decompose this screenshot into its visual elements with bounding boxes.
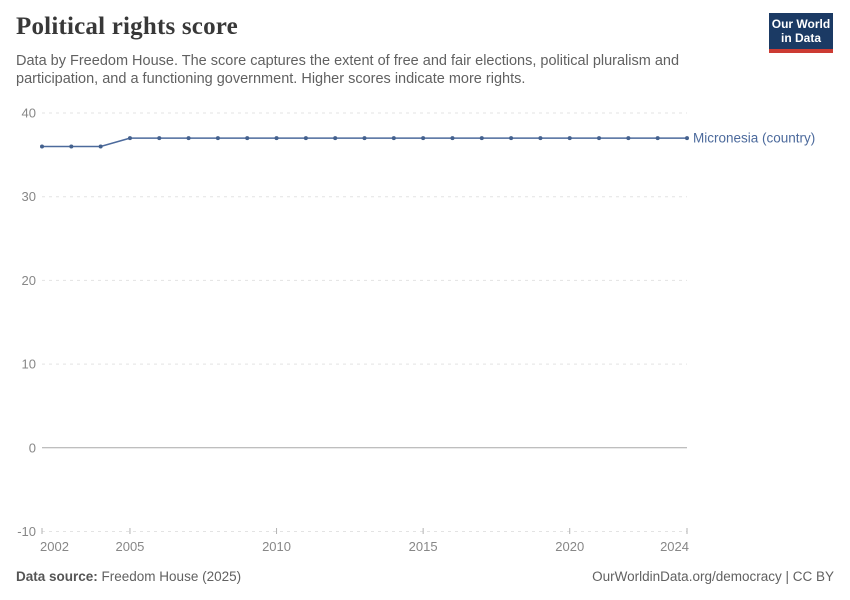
data-point-2022[interactable] bbox=[626, 136, 631, 141]
y-axis-label-40: 40 bbox=[22, 106, 36, 121]
data-point-2012[interactable] bbox=[333, 136, 338, 141]
chart-subtitle-line1: Data by Freedom House. The score capture… bbox=[16, 53, 680, 69]
data-point-2014[interactable] bbox=[391, 136, 396, 141]
owid-logo-line2: in Data bbox=[780, 31, 821, 45]
chart-subtitle: Data by Freedom House. The score capture… bbox=[16, 52, 716, 88]
data-point-2004[interactable] bbox=[98, 144, 103, 149]
data-source-value: Freedom House (2025) bbox=[97, 569, 242, 584]
data-point-2015[interactable] bbox=[421, 136, 426, 141]
y-axis-label-20: 20 bbox=[22, 273, 36, 288]
data-point-2003[interactable] bbox=[69, 144, 74, 149]
data-point-2002[interactable] bbox=[40, 144, 44, 149]
data-point-2020[interactable] bbox=[567, 136, 572, 141]
data-point-2006[interactable] bbox=[157, 136, 162, 141]
data-source-label: Data source: bbox=[16, 569, 98, 584]
data-point-2007[interactable] bbox=[186, 136, 191, 141]
y-axis-label-30: 30 bbox=[22, 189, 36, 204]
data-point-2016[interactable] bbox=[450, 136, 455, 141]
owid-logo[interactable]: Our World in Data bbox=[769, 13, 833, 53]
x-axis-label-2002: 2002 bbox=[40, 539, 69, 554]
y-axis-label-0: 0 bbox=[29, 440, 36, 455]
owid-logo-line1: Our World bbox=[771, 17, 831, 31]
chart-title: Political rights score bbox=[16, 13, 238, 40]
data-point-2010[interactable] bbox=[274, 136, 279, 141]
credit-link[interactable]: OurWorldinData.org/democracy | CC BY bbox=[592, 569, 834, 584]
chart-footer: Data source: Freedom House (2025) OurWor… bbox=[16, 569, 834, 584]
y-axis-label--10: -10 bbox=[17, 524, 36, 539]
data-point-2009[interactable] bbox=[245, 136, 250, 141]
data-source-note: Data source: Freedom House (2025) bbox=[16, 569, 241, 584]
x-axis-label-2005: 2005 bbox=[115, 539, 144, 554]
data-point-2017[interactable] bbox=[479, 136, 484, 141]
data-point-2005[interactable] bbox=[127, 136, 132, 141]
data-point-2018[interactable] bbox=[509, 136, 514, 141]
data-point-2011[interactable] bbox=[303, 136, 308, 141]
data-point-2021[interactable] bbox=[597, 136, 602, 141]
x-axis-label-2015: 2015 bbox=[409, 539, 438, 554]
x-axis-label-2020: 2020 bbox=[555, 539, 584, 554]
series-end-label[interactable]: Micronesia (country) bbox=[693, 131, 815, 146]
y-axis-label-10: 10 bbox=[22, 357, 36, 372]
data-point-2024[interactable] bbox=[685, 136, 689, 141]
data-point-2019[interactable] bbox=[538, 136, 543, 141]
x-axis-label-2010: 2010 bbox=[262, 539, 291, 554]
chart-subtitle-line2: participation, and a functioning governm… bbox=[16, 71, 526, 87]
data-point-2008[interactable] bbox=[215, 136, 220, 141]
data-point-2023[interactable] bbox=[655, 136, 660, 141]
x-axis-label-2024: 2024 bbox=[660, 539, 689, 554]
data-point-2013[interactable] bbox=[362, 136, 367, 141]
